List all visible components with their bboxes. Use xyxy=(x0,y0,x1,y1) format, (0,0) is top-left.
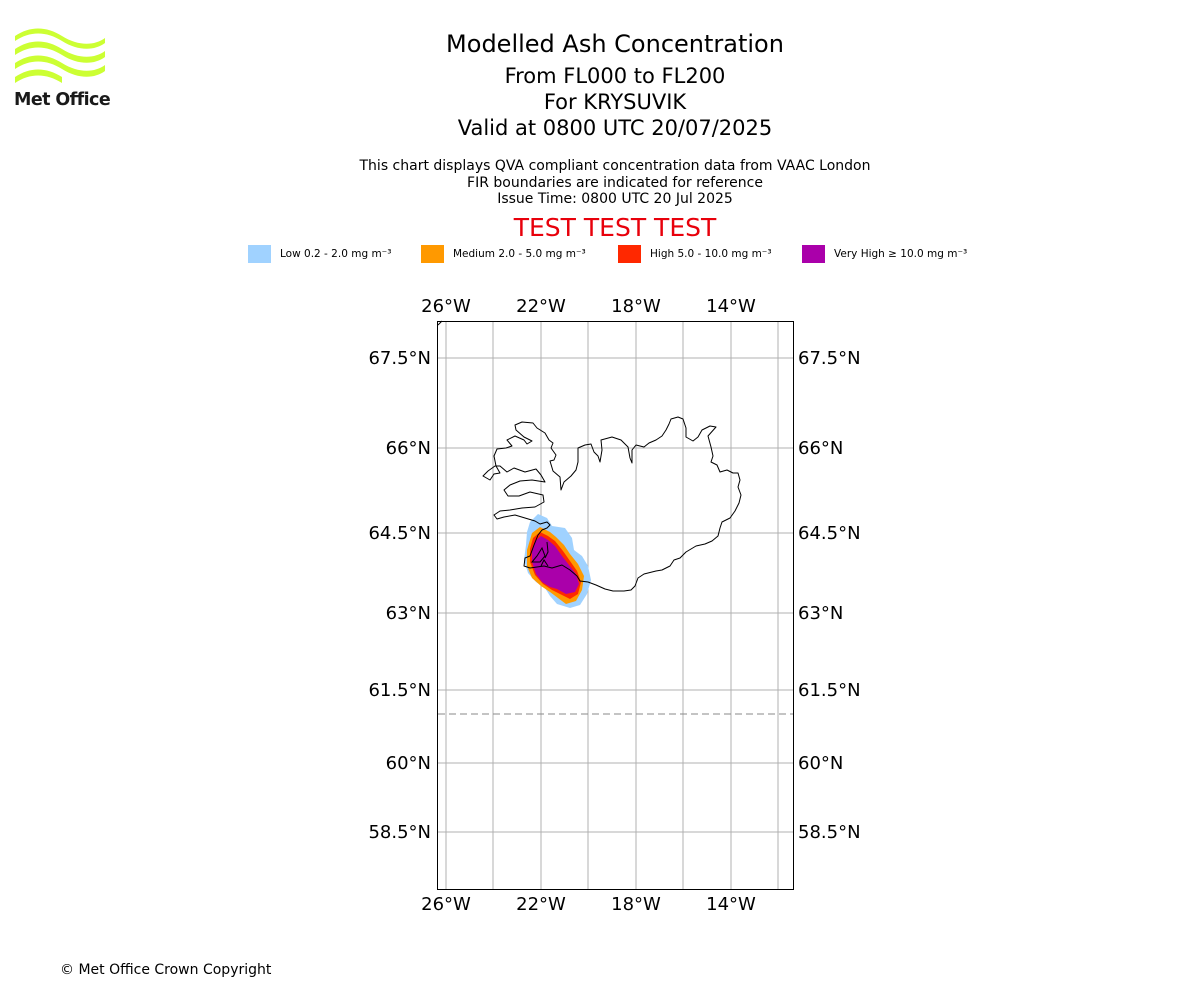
valid-time: Valid at 0800 UTC 20/07/2025 xyxy=(457,116,773,140)
compliance-note: This chart displays QVA compliant concen… xyxy=(359,158,871,174)
legend-item-medium: Medium 2.0 - 5.0 mg m⁻³ xyxy=(421,244,586,263)
map-corner-coast xyxy=(437,320,443,326)
lon-tick-label: 22°W xyxy=(516,296,566,317)
legend-item-high: High 5.0 - 10.0 mg m⁻³ xyxy=(618,244,772,263)
lat-tick-label: 63°N xyxy=(798,603,843,624)
iceland-coastline xyxy=(482,416,742,592)
lat-ticks-right: 67.5°N 66°N 64.5°N 63°N 61.5°N 60°N 58.5… xyxy=(798,348,861,843)
lat-tick-label: 61.5°N xyxy=(798,680,861,701)
lon-ticks-top: 26°W 22°W 18°W 14°W xyxy=(421,296,756,317)
coast-inlet-detail xyxy=(544,541,549,559)
logo-text: Met Office xyxy=(14,90,111,110)
lon-tick-label: 22°W xyxy=(516,894,566,915)
legend-item-low: Low 0.2 - 2.0 mg m⁻³ xyxy=(248,244,391,263)
lat-tick-label: 58.5°N xyxy=(368,822,431,843)
legend-label-very-high: Very High ≥ 10.0 mg m⁻³ xyxy=(834,247,968,260)
legend-swatch-medium xyxy=(421,244,444,263)
lat-tick-label: 67.5°N xyxy=(368,348,431,369)
lat-tick-label: 61.5°N xyxy=(368,680,431,701)
lon-tick-label: 14°W xyxy=(706,296,756,317)
legend-item-very-high: Very High ≥ 10.0 mg m⁻³ xyxy=(802,244,967,263)
volcano-name: For KRYSUVIK xyxy=(543,90,687,114)
lon-tick-label: 18°W xyxy=(611,894,661,915)
ash-plume xyxy=(524,514,591,608)
coast-inlet-detail-2 xyxy=(540,559,549,567)
met-office-logo: Met Office xyxy=(14,28,111,114)
map-frame xyxy=(437,321,794,890)
lat-tick-label: 64.5°N xyxy=(368,523,431,544)
lat-tick-label: 63°N xyxy=(386,603,431,624)
legend-swatch-high xyxy=(618,244,641,263)
chart-title: Modelled Ash Concentration xyxy=(446,30,784,58)
lon-ticks-bottom: 26°W 22°W 18°W 14°W xyxy=(421,894,756,915)
lat-tick-label: 60°N xyxy=(798,753,843,774)
legend-label-low: Low 0.2 - 2.0 mg m⁻³ xyxy=(280,247,392,260)
lat-tick-label: 60°N xyxy=(386,753,431,774)
reykjanes-peninsula-detail xyxy=(530,546,546,563)
ash-very-high-region xyxy=(532,536,579,594)
legend-label-high: High 5.0 - 10.0 mg m⁻³ xyxy=(650,247,772,260)
lon-tick-label: 26°W xyxy=(421,894,471,915)
test-banner: TEST TEST TEST xyxy=(513,213,717,242)
lon-tick-label: 26°W xyxy=(421,296,471,317)
legend-swatch-low xyxy=(248,244,271,263)
lon-tick-label: 14°W xyxy=(706,894,756,915)
issue-time: Issue Time: 0800 UTC 20 Jul 2025 xyxy=(497,191,733,207)
legend-swatch-very-high xyxy=(802,244,825,263)
map-gridlines xyxy=(438,322,793,890)
lat-tick-label: 66°N xyxy=(798,438,843,459)
flight-level-range: From FL000 to FL200 xyxy=(504,64,726,88)
met-office-wave-icon xyxy=(15,28,105,83)
fir-note: FIR boundaries are indicated for referen… xyxy=(467,175,763,191)
lat-tick-label: 64.5°N xyxy=(798,523,861,544)
lat-ticks-left: 67.5°N 66°N 64.5°N 63°N 61.5°N 60°N 58.5… xyxy=(368,348,431,843)
lat-tick-label: 67.5°N xyxy=(798,348,861,369)
legend-label-medium: Medium 2.0 - 5.0 mg m⁻³ xyxy=(453,247,586,260)
copyright-notice: © Met Office Crown Copyright xyxy=(60,962,272,978)
lon-tick-label: 18°W xyxy=(611,296,661,317)
lat-tick-label: 66°N xyxy=(386,438,431,459)
lat-tick-label: 58.5°N xyxy=(798,822,861,843)
